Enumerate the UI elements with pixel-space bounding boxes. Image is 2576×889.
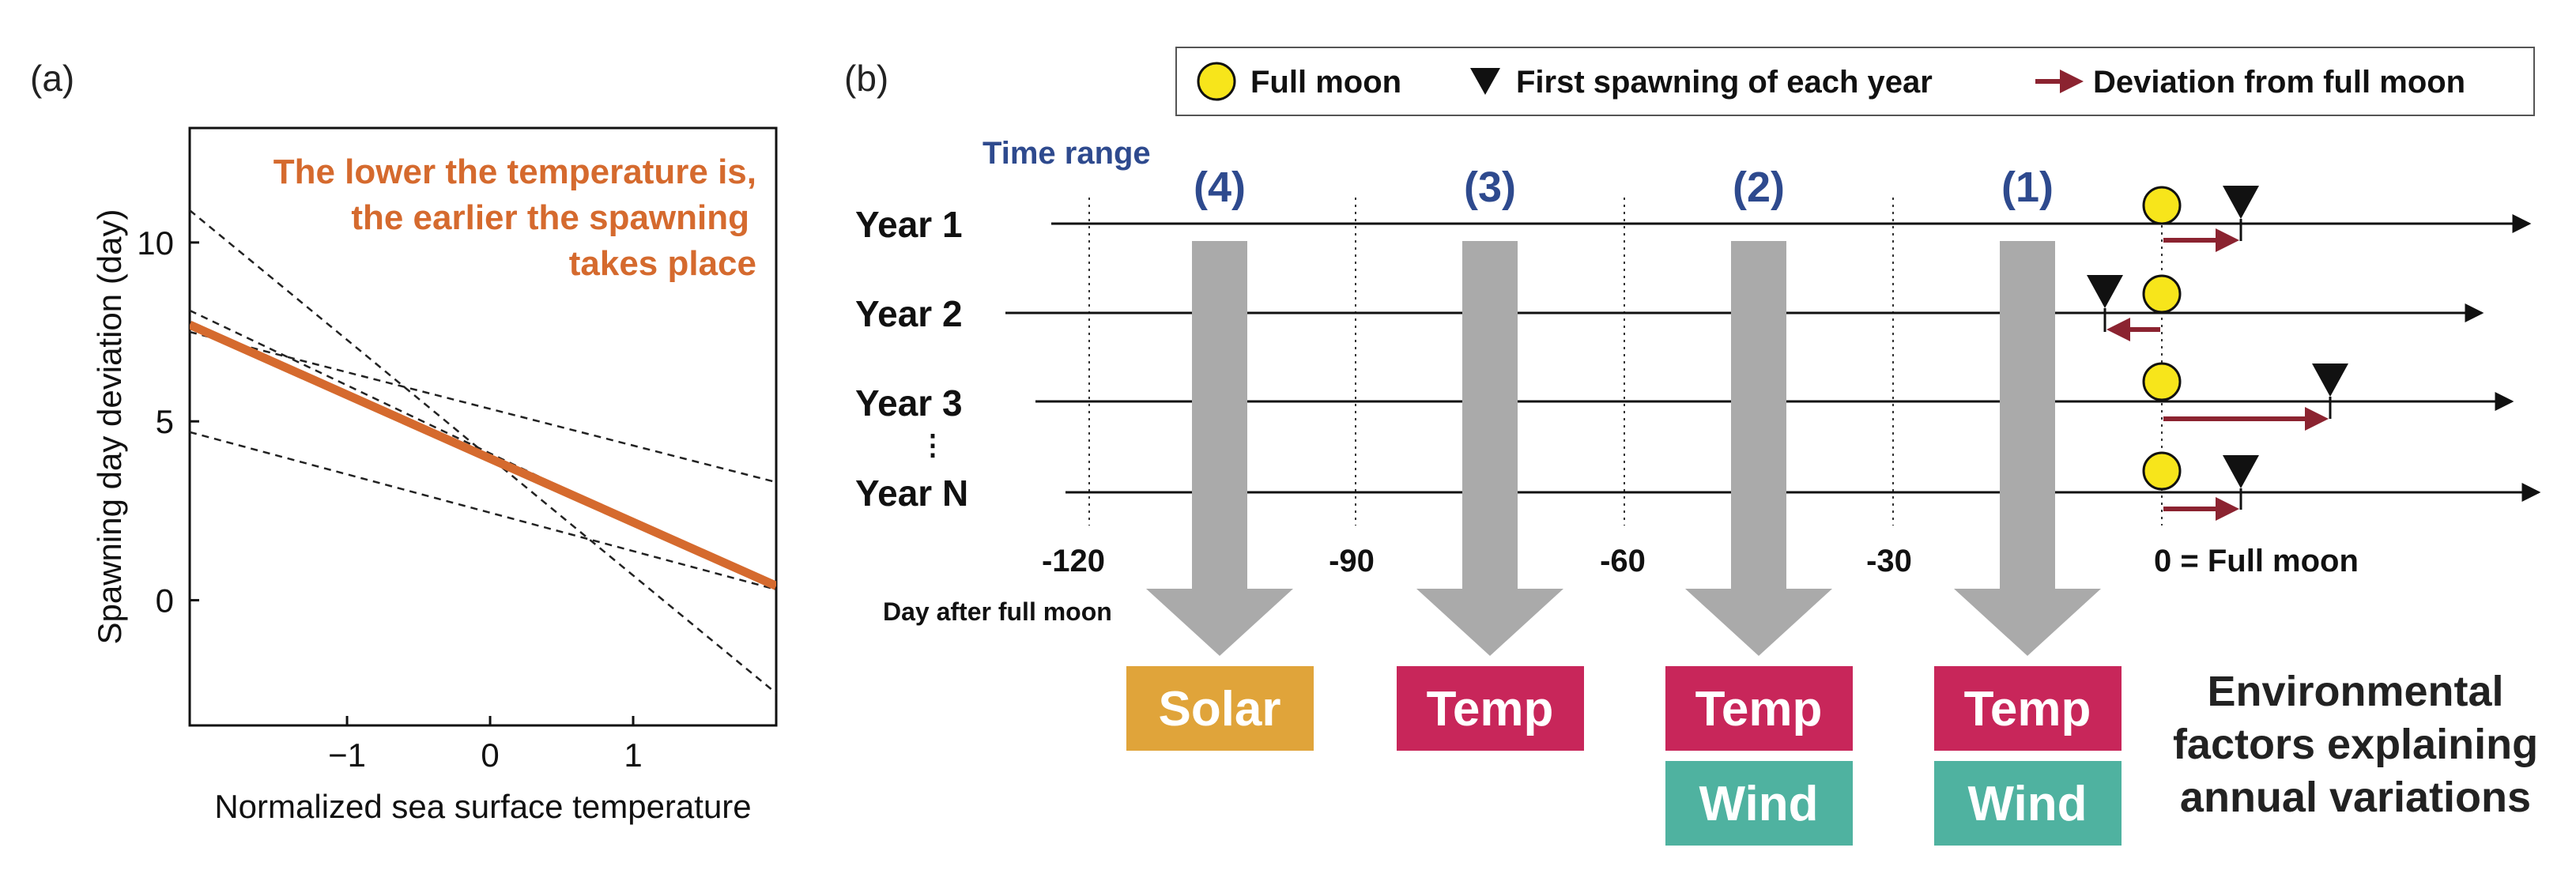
legend-first-spawning: First spawning of each year (1516, 65, 1933, 100)
env-caption-line-3: annual variations (2180, 774, 2531, 821)
range-separators (1088, 190, 2163, 525)
full-moon-icon (2142, 186, 2182, 225)
y-tick-label: 10 (137, 224, 174, 262)
annotation-line-1: The lower the temperature is, (273, 153, 756, 191)
plot-frame (188, 126, 778, 727)
legend-full-moon: Full moon (1250, 65, 1401, 100)
factor-label-wind-2: Wind (1699, 777, 1819, 831)
env-caption-line-1: Environmental (2207, 668, 2503, 715)
y-axis-title: Spawning day deviation (day) (91, 209, 128, 644)
full-moon-icon (2142, 274, 2182, 314)
y-tick-label: 5 (156, 403, 174, 440)
year-label-3: Year 3 (855, 382, 963, 424)
x-tick-label: 1 (624, 736, 642, 774)
range-label-4: (4) (1194, 164, 1246, 211)
annotation-line-2: the earlier the spawning (351, 198, 749, 237)
spawning-triangle-icon (2312, 364, 2348, 397)
year-label-2: Year 2 (855, 293, 963, 334)
day-tick-minus60: -60 (1600, 544, 1646, 578)
spawning-triangle-icon (1470, 68, 1500, 95)
dashed-line-4 (190, 431, 776, 591)
factor-box-temp-3 (1397, 666, 1584, 751)
day-tick-full-moon: 0 = Full moon (2154, 544, 2359, 578)
factor-box-wind-1 (1934, 761, 2122, 846)
factor-label-temp-2: Temp (1695, 682, 1823, 736)
factor-label-temp-1: Temp (1964, 682, 2091, 736)
year-timelines: Year 1 Year 2 Year 3 ⋮ Year N (855, 204, 2541, 514)
spawning-triangle-icon (2223, 455, 2259, 488)
x-axis-title: Normalized sea surface temperature (214, 788, 751, 825)
gray-arrow-4 (1146, 241, 1293, 656)
factor-label-wind-1: Wind (1968, 777, 2088, 831)
gray-arrow-3 (1416, 241, 1563, 656)
legend: Full moon First spawning of each year De… (1175, 47, 2535, 116)
dashed-line-2 (190, 309, 776, 591)
fitted-line (190, 320, 776, 590)
year-label-1: Year 1 (855, 204, 963, 245)
annotation-line-3: takes place (569, 244, 756, 283)
day-tick-minus30: -30 (1866, 544, 1912, 578)
y-tick-label: 0 (156, 582, 174, 620)
factor-boxes: Solar Temp Temp Wind Temp Wind (1126, 666, 2122, 846)
range-label-3: (3) (1464, 164, 1516, 211)
day-tick-minus120: -120 (1042, 544, 1105, 578)
day-caption: Day after full moon (883, 597, 1112, 626)
full-moon-icon (2142, 362, 2182, 401)
env-caption-line-2: factors explaining (2173, 721, 2538, 768)
factor-box-wind-2 (1665, 761, 1853, 846)
legend-frame (1175, 47, 2535, 116)
factor-box-temp-1 (1934, 666, 2122, 751)
panel-b-label: (b) (844, 58, 888, 99)
gray-arrow-1 (1954, 241, 2101, 656)
x-tick-label: 0 (481, 736, 499, 774)
range-label-2: (2) (1733, 164, 1785, 211)
legend-deviation: Deviation from full moon (2093, 65, 2465, 100)
full-moon-icon (1197, 62, 1236, 101)
time-range-title: Time range (983, 136, 1151, 171)
factor-box-solar (1126, 666, 1314, 751)
gray-arrow-2 (1685, 241, 1832, 656)
factor-label-temp-3: Temp (1427, 682, 1554, 736)
year-events (2087, 186, 2348, 521)
factor-box-temp-2 (1665, 666, 1853, 751)
year-label-n: Year N (855, 473, 968, 514)
full-moon-icon (2142, 451, 2182, 491)
spawning-triangle-icon (2223, 186, 2259, 219)
panel-a-label: (a) (30, 58, 74, 99)
range-label-1: (1) (2001, 164, 2054, 211)
day-tick-minus90: -90 (1329, 544, 1375, 578)
vertical-ellipsis: ⋮ (918, 428, 947, 461)
spawning-triangle-icon (2087, 275, 2123, 308)
gray-arrows (1146, 241, 2101, 656)
factor-label-solar: Solar (1158, 682, 1280, 736)
x-tick-label: −1 (328, 736, 366, 774)
